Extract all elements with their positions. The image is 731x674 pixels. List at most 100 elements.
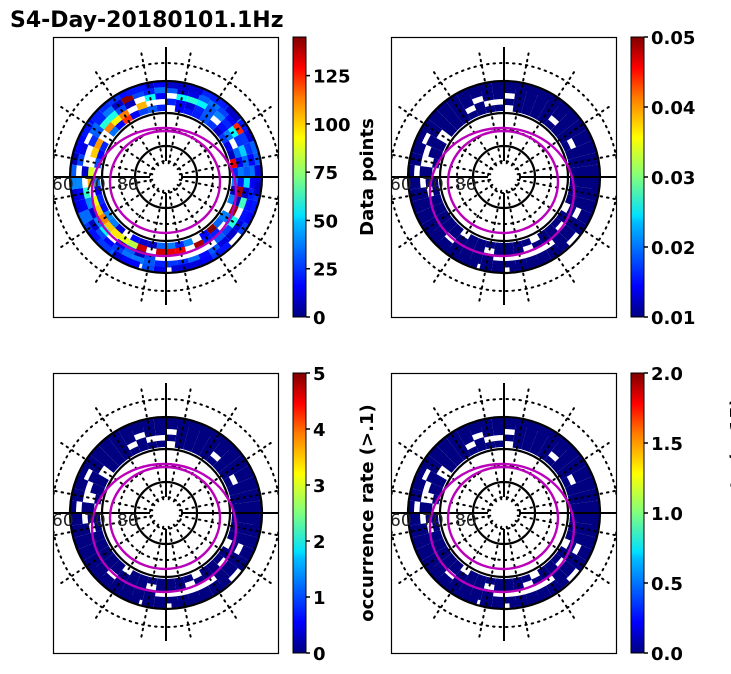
- data-bin: [556, 546, 567, 558]
- data-bin: [473, 101, 486, 111]
- data-bin: [504, 98, 515, 106]
- data-bin: [432, 564, 445, 577]
- data-bin: [243, 128, 256, 143]
- data-bin: [437, 538, 447, 550]
- data-bin: [551, 232, 564, 245]
- data-bin: [154, 86, 166, 94]
- data-bin: [555, 236, 568, 249]
- grid-dotted-spoke: [505, 384, 531, 501]
- data-bin: [125, 85, 144, 97]
- data-bin: [561, 129, 572, 141]
- data-bin: [452, 223, 464, 235]
- colorbar-label: Data points: [357, 118, 378, 236]
- data-bin: [458, 249, 472, 261]
- data-bin: [129, 234, 141, 244]
- data-bin: [425, 134, 437, 148]
- data-bin: [412, 135, 425, 153]
- data-bin: [552, 241, 570, 257]
- data-bin: [110, 450, 123, 463]
- data-bin: [536, 585, 550, 597]
- data-bin: [108, 461, 120, 473]
- latitude-label: 60: [390, 175, 412, 195]
- data-bin: [186, 420, 204, 432]
- data-bin: [200, 87, 215, 100]
- data-bin: [456, 234, 468, 245]
- data-bin: [200, 254, 215, 267]
- data-bin: [131, 254, 145, 265]
- data-bin: [458, 591, 477, 604]
- data-bin: [592, 164, 599, 182]
- data-bin: [556, 468, 567, 480]
- data-bin: [114, 223, 126, 235]
- data-bin: [551, 109, 564, 122]
- data-bin: [550, 217, 562, 229]
- data-bin: [432, 228, 445, 241]
- data-bin: [126, 239, 139, 250]
- data-bin: [198, 585, 212, 597]
- data-bin: [512, 441, 523, 450]
- data-bin: [118, 234, 130, 245]
- grid-dotted-spoke: [391, 178, 492, 201]
- colorbar-tick-label: 0.05: [651, 28, 695, 49]
- colorbar-tick-label: 0: [313, 308, 326, 329]
- data-bin: [171, 263, 189, 272]
- data-bin: [444, 109, 457, 122]
- data-bin: [525, 425, 539, 436]
- data-bin: [559, 224, 572, 237]
- data-bin: [98, 117, 111, 130]
- data-bin: [187, 590, 201, 601]
- data-bin: [512, 240, 523, 249]
- data-bin: [212, 125, 224, 137]
- grid-dotted-spoke: [505, 48, 531, 165]
- data-bin: [513, 435, 525, 444]
- data-bin: [536, 93, 550, 105]
- data-bin: [504, 434, 515, 442]
- data-bin: [217, 441, 230, 454]
- data-bin: [581, 211, 594, 226]
- data-bin: [166, 82, 184, 90]
- data-bin: [416, 534, 427, 548]
- data-bin: [90, 482, 100, 495]
- data-bin: [156, 242, 166, 250]
- data-bin: [436, 117, 449, 130]
- data-bin: [544, 119, 556, 131]
- data-bin: [185, 594, 203, 606]
- data-bin: [576, 209, 588, 223]
- data-bin: [212, 553, 224, 565]
- data-bin: [432, 113, 445, 126]
- data-bin: [436, 549, 447, 561]
- data-bin: [131, 590, 145, 601]
- oval-boundary-inner: [108, 465, 222, 571]
- data-bin: [147, 240, 158, 249]
- data-bin: [114, 119, 126, 131]
- data-bin: [591, 179, 599, 197]
- grid-dotted-spoke: [430, 187, 498, 287]
- data-bin: [432, 521, 441, 532]
- data-bin: [446, 461, 458, 473]
- data-bin: [591, 515, 599, 533]
- data-bin: [97, 436, 112, 450]
- data-bin: [464, 239, 477, 250]
- data-bin: [110, 114, 123, 127]
- data-bin: [166, 242, 176, 250]
- data-bin: [183, 573, 194, 584]
- data-bin: [120, 591, 139, 604]
- data-bin: [492, 260, 504, 268]
- data-bin: [581, 128, 594, 143]
- data-bin: [544, 223, 556, 235]
- grid-dotted-spoke: [505, 189, 531, 306]
- data-bin: [200, 590, 215, 603]
- data-bin: [538, 423, 553, 436]
- data-bin: [446, 553, 458, 565]
- grid-dotted-spoke: [516, 489, 616, 512]
- colorbar-tick-label: 25: [313, 260, 338, 281]
- data-bin: [243, 513, 251, 525]
- data-bin: [576, 545, 588, 559]
- data-bin: [441, 121, 454, 134]
- data-bin: [94, 564, 107, 577]
- data-bin: [174, 105, 185, 114]
- grid-dotted-spoke: [477, 48, 503, 165]
- data-bin: [99, 476, 109, 488]
- data-bin: [78, 534, 89, 548]
